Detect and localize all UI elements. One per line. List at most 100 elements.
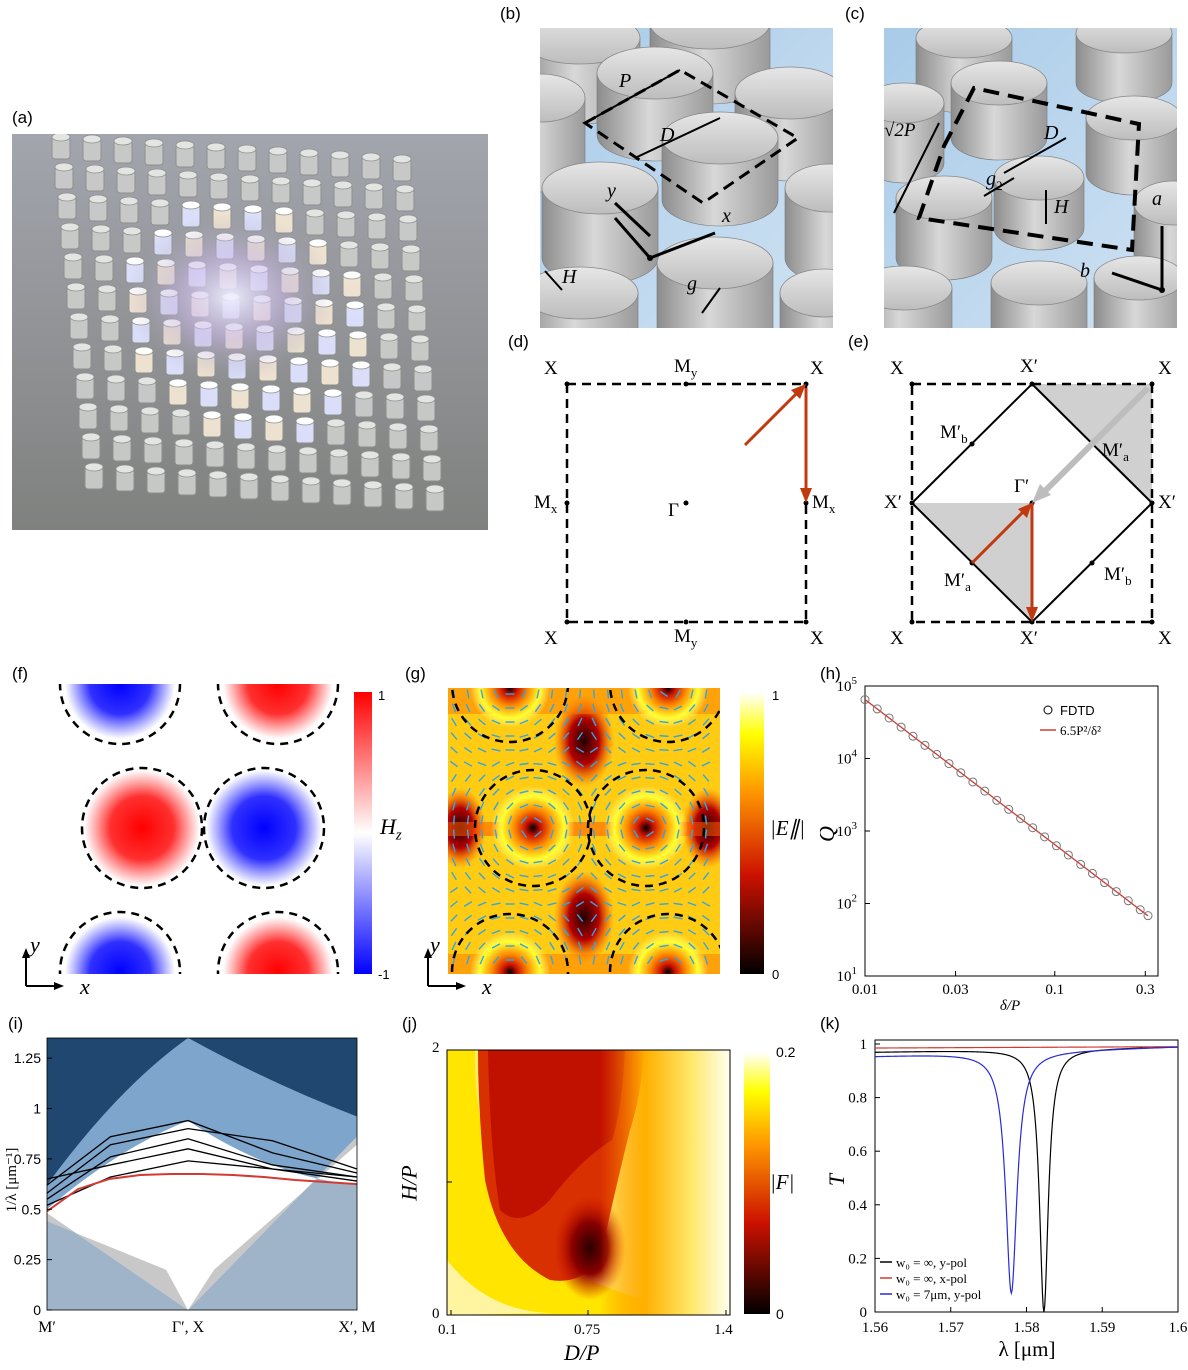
axis-x-g: x xyxy=(482,974,492,999)
pillar-top xyxy=(425,484,445,494)
field-arrow xyxy=(687,718,697,726)
fdtd-point xyxy=(860,695,870,705)
pt-X-tl: X xyxy=(544,358,558,379)
label-x: x xyxy=(722,205,731,227)
pillar-top xyxy=(268,146,288,156)
label-sqrt2P: √2P xyxy=(884,120,916,141)
field-arrow xyxy=(646,704,654,712)
gray-region-left xyxy=(47,1213,189,1310)
field-arrow xyxy=(673,720,683,724)
xtick-label-h: 0.03 xyxy=(942,982,968,998)
field-arrow xyxy=(590,774,598,782)
field-arrow xyxy=(463,761,473,767)
field-arrow xyxy=(645,804,655,808)
field-arrow xyxy=(464,732,472,740)
field-arrow xyxy=(507,815,513,825)
field-arrow xyxy=(562,801,570,811)
cylinder-top xyxy=(1075,28,1173,54)
fdtd-point xyxy=(872,704,882,714)
field-arrow xyxy=(466,689,470,699)
ytick-label-h: 105 xyxy=(837,675,858,695)
label-H: H xyxy=(562,266,577,288)
field-arrow xyxy=(519,902,529,906)
ytick-label-i: 0.75 xyxy=(14,1151,41,1167)
pillar-top xyxy=(143,436,163,446)
field-arrow xyxy=(578,955,582,965)
fdtd-point xyxy=(1040,832,1050,842)
field-arrow xyxy=(491,734,501,738)
field-arrow xyxy=(590,787,598,797)
field-arrow xyxy=(675,689,681,699)
field-arrow xyxy=(645,763,655,765)
field-arrow xyxy=(494,815,498,825)
pillar-top xyxy=(363,480,383,490)
field-arrow xyxy=(534,703,542,713)
gray-region-right xyxy=(188,1136,357,1310)
pillar-top xyxy=(209,172,229,182)
field-arrow xyxy=(617,873,627,879)
pillar-top xyxy=(330,150,350,160)
fdtd-point xyxy=(1016,813,1026,823)
field-arrow xyxy=(618,717,626,727)
field-arrow xyxy=(547,859,557,865)
pillar-top xyxy=(54,162,74,172)
field-arrow xyxy=(549,703,555,713)
cylinder-top xyxy=(884,82,945,124)
field-arrow xyxy=(533,790,543,794)
field-arrow xyxy=(645,830,655,838)
field-arrow xyxy=(590,872,598,880)
field-arrow xyxy=(618,928,626,936)
field-arrow xyxy=(689,843,695,853)
field-arrow xyxy=(703,801,709,811)
cylinder-top xyxy=(541,161,659,215)
field-arrow xyxy=(549,941,555,951)
field-arrow xyxy=(575,886,585,894)
pillar-top xyxy=(301,476,321,486)
field-arrow xyxy=(519,943,529,949)
field-arrow xyxy=(465,857,471,867)
field-arrow xyxy=(605,843,611,853)
ytick-label-k: 0 xyxy=(860,1305,868,1321)
field-arrow xyxy=(452,801,456,811)
field-arrow xyxy=(505,873,515,879)
pillar-top xyxy=(354,390,374,400)
field-arrow xyxy=(466,955,470,965)
pillar-top xyxy=(88,194,108,204)
field-arrow xyxy=(479,843,485,853)
label-y: y xyxy=(607,180,616,202)
field-arrow xyxy=(645,776,655,780)
field-arrow xyxy=(592,829,596,839)
legend-label-fdtd: FDTD xyxy=(1060,703,1095,718)
field-arrow xyxy=(577,801,583,811)
xtick-label-k: 1.58 xyxy=(1013,1320,1039,1336)
pillar-top xyxy=(85,164,105,174)
ylabel-i: 1/λ [μm⁻¹] xyxy=(4,1148,20,1213)
field-arrow xyxy=(673,902,683,906)
field-arrow xyxy=(562,858,570,866)
field-arrow xyxy=(451,717,457,727)
pillar-top xyxy=(326,418,346,428)
field-arrow xyxy=(687,886,697,894)
pillar-top xyxy=(370,242,390,252)
xlabel-j: D/P xyxy=(564,1340,600,1365)
field-arrow xyxy=(659,762,669,766)
pillar-top xyxy=(392,154,412,164)
field-arrow xyxy=(451,857,457,867)
pillar-top xyxy=(333,180,353,190)
pillar-top xyxy=(236,442,256,452)
pt-My-top: My xyxy=(674,356,698,380)
field-arrow xyxy=(491,774,501,782)
field-arrow xyxy=(477,761,487,767)
pt-Gamma: Γ xyxy=(668,500,679,521)
field-arrow xyxy=(535,955,541,965)
field-arrow xyxy=(603,887,613,893)
fdtd-point xyxy=(1135,905,1145,915)
field-arrow xyxy=(688,704,696,712)
field-arrow xyxy=(564,829,568,839)
pillar-top xyxy=(361,152,381,162)
pillar-top xyxy=(391,452,411,462)
band-region-upper xyxy=(47,1038,357,1186)
field-arrow xyxy=(617,901,627,907)
field-arrow xyxy=(673,705,683,711)
pillar-top xyxy=(401,244,421,254)
